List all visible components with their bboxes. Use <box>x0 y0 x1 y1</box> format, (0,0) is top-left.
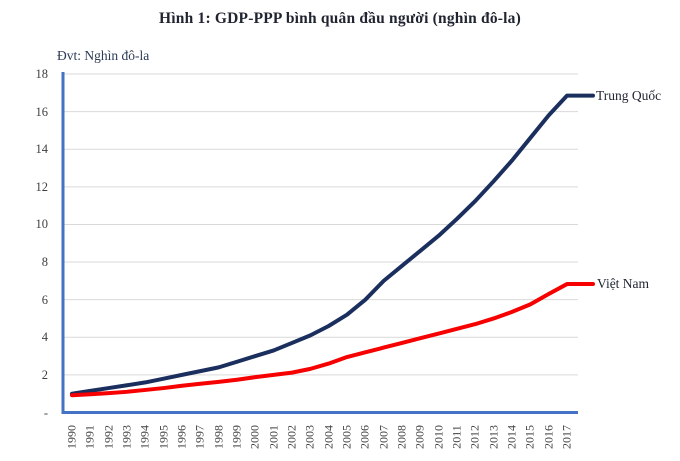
x-tick-label: 2004 <box>321 425 336 449</box>
x-tick-label: 1998 <box>211 425 226 449</box>
x-tick-label: 1994 <box>137 425 152 449</box>
y-tick-label: 10 <box>35 217 49 232</box>
y-tick-label: - <box>43 405 48 420</box>
x-tick-label: 2017 <box>559 425 574 449</box>
x-tick-label: 2005 <box>339 425 354 449</box>
x-tick-label: 1999 <box>229 425 244 449</box>
unit-label: Đvt: Nghìn đô-la <box>57 48 150 63</box>
x-tick-label: 2014 <box>504 425 519 449</box>
x-tick-label: 1991 <box>82 425 97 449</box>
x-tick-label: 1995 <box>156 425 171 449</box>
x-tick-label: 2003 <box>302 425 317 449</box>
x-tick-label: 1996 <box>174 425 189 449</box>
x-tick-label: 2007 <box>376 425 391 449</box>
series-line-1 <box>70 282 595 398</box>
x-tick-label: 2008 <box>394 425 409 449</box>
x-tick-label: 2001 <box>266 425 281 449</box>
series-label-trung-quoc: Trung Quốc <box>596 87 662 103</box>
y-tick-label: 18 <box>35 67 49 81</box>
x-tick-label: 2009 <box>412 425 427 449</box>
y-tick-label: 4 <box>41 330 48 345</box>
series-label-viet-nam: Việt Nam <box>597 276 650 292</box>
y-tick-label: 16 <box>35 104 49 119</box>
x-tick-label: 2016 <box>541 425 556 449</box>
series-line-0 <box>70 93 595 396</box>
x-tick-label: 2015 <box>522 425 537 449</box>
x-tick-label: 2002 <box>284 425 299 449</box>
y-tick-label: 14 <box>35 142 49 157</box>
x-tick-label: 1990 <box>64 425 79 449</box>
x-tick-label: 2000 <box>247 425 262 449</box>
x-tick-label: 2012 <box>467 425 482 449</box>
x-tick-label: 2006 <box>357 425 372 449</box>
chart-title: Hình 1: GDP-PPP bình quân đầu người (ngh… <box>159 10 521 27</box>
x-tick-label: 2011 <box>449 425 464 449</box>
y-tick-label: 12 <box>35 179 49 194</box>
y-tick-label: 6 <box>41 292 48 307</box>
y-tick-label: 8 <box>41 255 48 270</box>
x-tick-label: 2010 <box>431 425 446 449</box>
x-tick-label: 1992 <box>101 425 116 449</box>
x-tick-label: 1997 <box>192 425 207 449</box>
x-tick-label: 1993 <box>119 425 134 449</box>
y-tick-label: 2 <box>41 367 48 382</box>
x-tick-label: 2013 <box>486 425 501 449</box>
